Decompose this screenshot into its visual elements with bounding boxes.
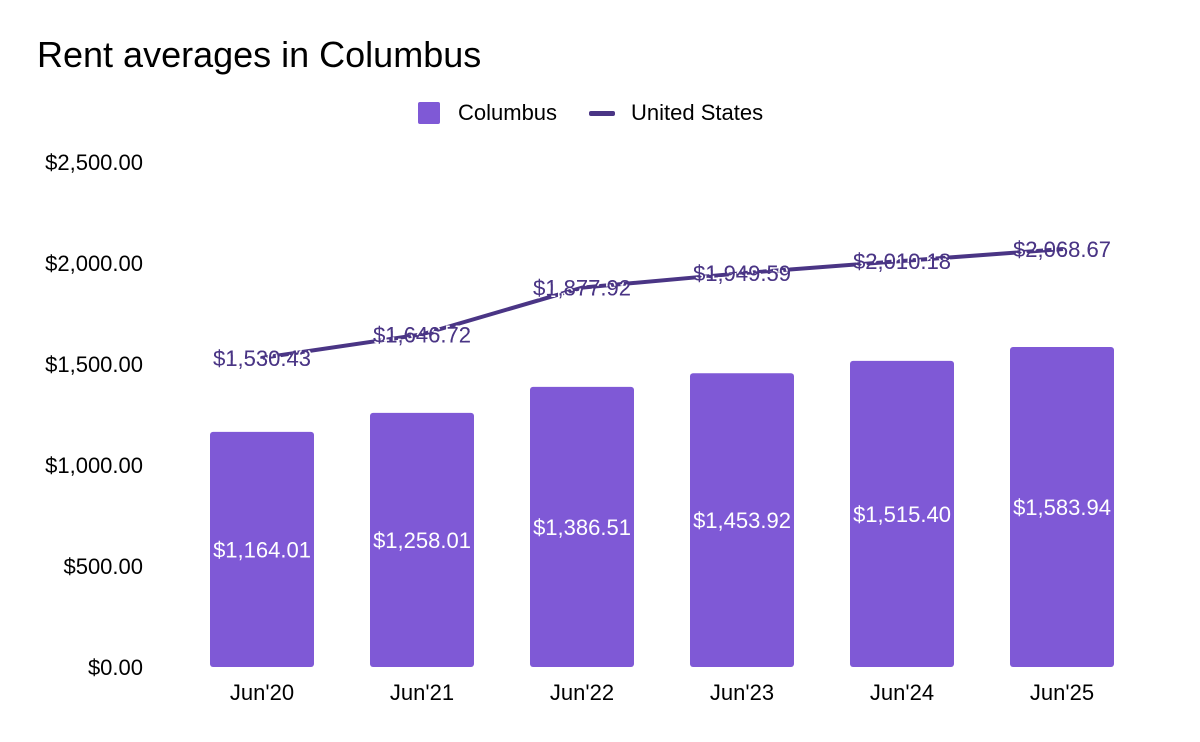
- y-tick-label: $2,500.00: [45, 150, 143, 175]
- line-data-label-halo: $1,877.92: [533, 276, 631, 301]
- x-tick-label: Jun'23: [710, 680, 774, 705]
- line-data-label: $1,646.72: [373, 322, 471, 347]
- line-data-label: $2,010.18: [853, 249, 951, 274]
- legend-label-columbus: Columbus: [458, 100, 558, 125]
- legend-item-united-states: United States: [589, 100, 763, 126]
- line-data-label: $2,068.67: [1013, 237, 1111, 262]
- line-data-label: $1,949.59: [693, 261, 791, 286]
- x-tick-label: Jun'20: [230, 680, 294, 705]
- line-data-label-halo: $2,010.18: [853, 249, 951, 274]
- line-data-label: $1,877.92: [533, 276, 631, 301]
- y-tick-label: $0.00: [88, 655, 143, 680]
- bar-data-label: $1,453.92: [693, 508, 791, 533]
- legend-swatch-columbus: [418, 102, 440, 124]
- legend-swatch-united-states: [589, 110, 616, 116]
- line-data-label-halo: $1,646.72: [373, 322, 471, 347]
- y-tick-label: $2,000.00: [45, 251, 143, 276]
- bar-data-label: $1,386.51: [533, 515, 631, 540]
- line-data-label: $1,530.43: [213, 346, 311, 371]
- bar: [690, 373, 794, 667]
- legend: Columbus United States: [418, 100, 795, 126]
- legend-label-united-states: United States: [631, 100, 764, 125]
- x-tick-label: Jun'24: [870, 680, 934, 705]
- x-tick-label: Jun'25: [1030, 680, 1094, 705]
- bar-data-label: $1,258.01: [373, 528, 471, 553]
- y-tick-label: $1,500.00: [45, 352, 143, 377]
- bar-data-label: $1,515.40: [853, 502, 951, 527]
- x-tick-label: Jun'22: [550, 680, 614, 705]
- line-series-united-states: [260, 247, 1064, 360]
- x-tick-label: Jun'21: [390, 680, 454, 705]
- line-data-label-halo: $1,949.59: [693, 261, 791, 286]
- bar: [1010, 347, 1114, 667]
- bar: [370, 412, 474, 667]
- line-data-label-halo: $1,530.43: [213, 346, 311, 371]
- line-data-label-halo: $2,068.67: [1013, 237, 1111, 262]
- bar: [530, 386, 634, 667]
- y-tick-label: $500.00: [63, 554, 143, 579]
- legend-item-columbus: Columbus: [418, 100, 557, 126]
- bar: [210, 431, 314, 667]
- bar-data-label: $1,164.01: [213, 537, 311, 562]
- bar-data-label: $1,583.94: [1013, 495, 1111, 520]
- y-tick-label: $1,000.00: [45, 453, 143, 478]
- bar: [850, 360, 954, 667]
- chart-title: Rent averages in Columbus: [37, 34, 482, 75]
